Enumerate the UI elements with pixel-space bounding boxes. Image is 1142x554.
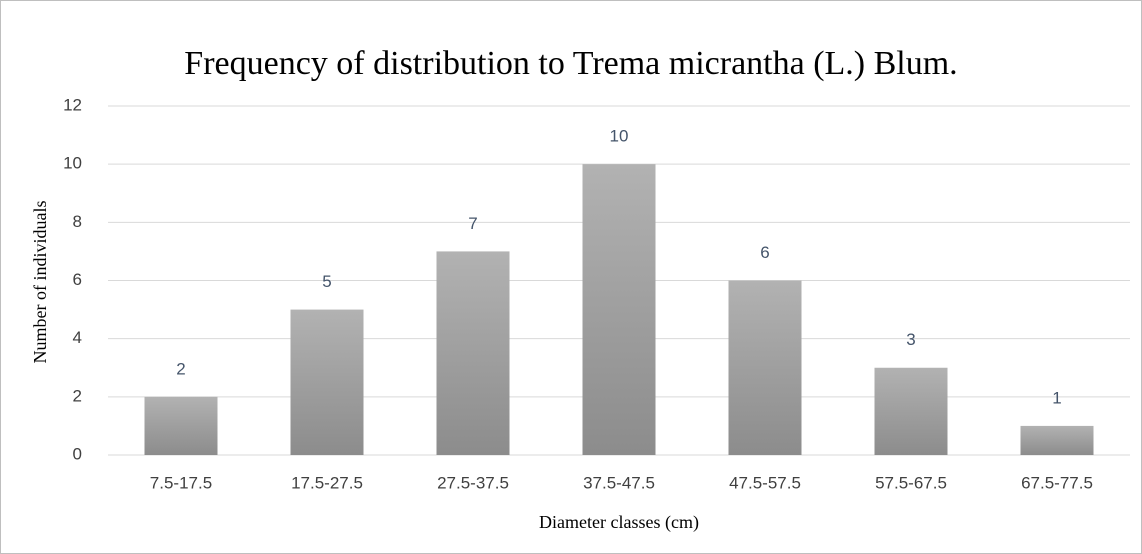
x-tick-label: 27.5-37.5 <box>437 473 509 492</box>
y-tick-label: 8 <box>73 212 82 231</box>
y-tick-label: 0 <box>73 444 82 463</box>
data-label: 1 <box>1052 388 1061 407</box>
x-tick-label: 7.5-17.5 <box>150 473 212 492</box>
x-tick-label: 57.5-67.5 <box>875 473 947 492</box>
bar <box>728 280 802 455</box>
x-tick-label: 17.5-27.5 <box>291 473 363 492</box>
y-tick-label: 2 <box>73 386 82 405</box>
x-tick-label: 37.5-47.5 <box>583 473 655 492</box>
data-label: 6 <box>760 243 769 262</box>
chart-title: Frequency of distribution to Trema micra… <box>184 45 957 82</box>
bar <box>874 367 948 455</box>
y-tick-label: 4 <box>73 328 82 347</box>
data-label: 10 <box>610 127 629 146</box>
bar <box>436 251 510 455</box>
bar <box>290 309 364 455</box>
data-label: 2 <box>176 359 185 378</box>
y-axis-label: Number of individuals <box>30 201 50 364</box>
x-axis-label: Diameter classes (cm) <box>539 512 699 533</box>
data-label: 3 <box>906 330 915 349</box>
y-tick-label: 6 <box>73 270 82 289</box>
bar <box>582 164 656 455</box>
y-tick-label: 10 <box>63 154 82 173</box>
data-label: 7 <box>468 214 477 233</box>
x-tick-label: 67.5-77.5 <box>1021 473 1093 492</box>
bar <box>144 396 218 455</box>
x-tick-label: 47.5-57.5 <box>729 473 801 492</box>
bar <box>1020 425 1094 455</box>
y-tick-label: 12 <box>63 95 82 114</box>
data-label: 5 <box>322 272 331 291</box>
